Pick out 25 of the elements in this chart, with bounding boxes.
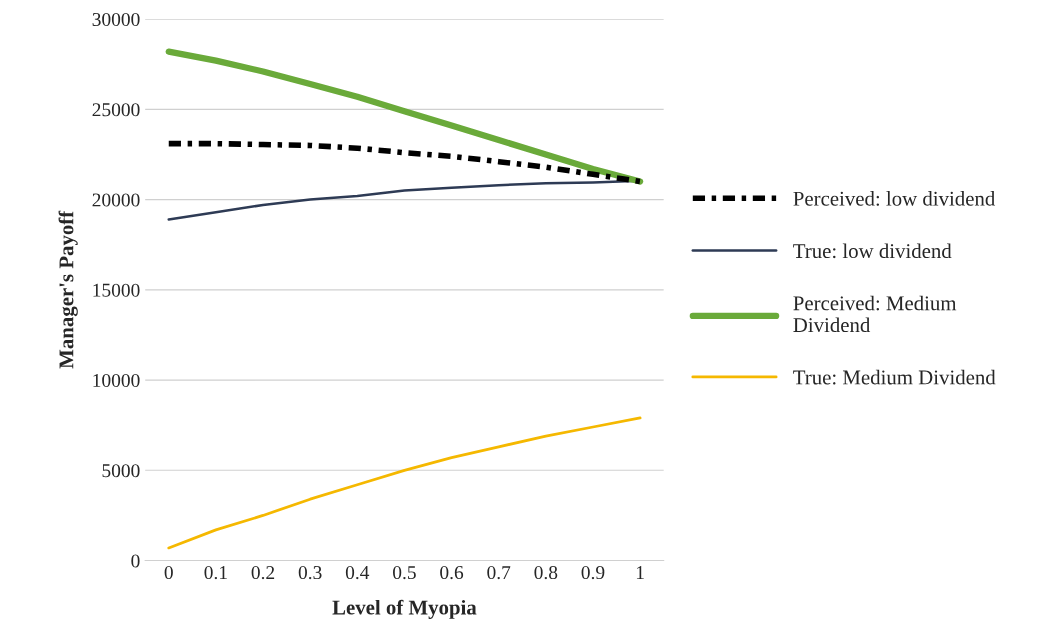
line-series	[167, 416, 642, 550]
x-tick-label: 0.9	[581, 565, 605, 580]
y-tick-label: 5000	[102, 464, 140, 478]
y-tick-label: 0	[131, 554, 140, 568]
y-tick-label: 30000	[92, 12, 140, 27]
legend-label: Perceived: Medium Dividend	[793, 295, 957, 333]
legend-label: True: Medium Dividend	[793, 369, 996, 385]
x-tick-label: 1	[636, 566, 644, 579]
x-axis-title: Level of Myopia	[332, 599, 477, 619]
y-axis-title: Manager's Payoff	[58, 210, 78, 369]
legend-label: Perceived: low dividend	[793, 191, 996, 206]
legend-label: True: low dividend	[793, 243, 952, 259]
x-tick-label: 0.6	[440, 565, 464, 580]
y-tick-label: 25000	[92, 103, 140, 117]
y-tick-label: 10000	[93, 373, 140, 388]
x-tick-label: 0.3	[298, 565, 322, 580]
y-tick-label: 15000	[93, 283, 140, 297]
y-tick-label: 20000	[92, 193, 140, 207]
x-tick-label: 0.2	[251, 565, 275, 580]
x-tick-label: 0.5	[393, 565, 416, 580]
x-tick-label: 0.7	[487, 565, 511, 580]
x-tick-label: 0.8	[534, 565, 558, 580]
x-tick-label: 0	[164, 565, 173, 580]
x-tick-label: 0.1	[204, 565, 227, 580]
x-tick-label: 0.4	[345, 565, 370, 580]
